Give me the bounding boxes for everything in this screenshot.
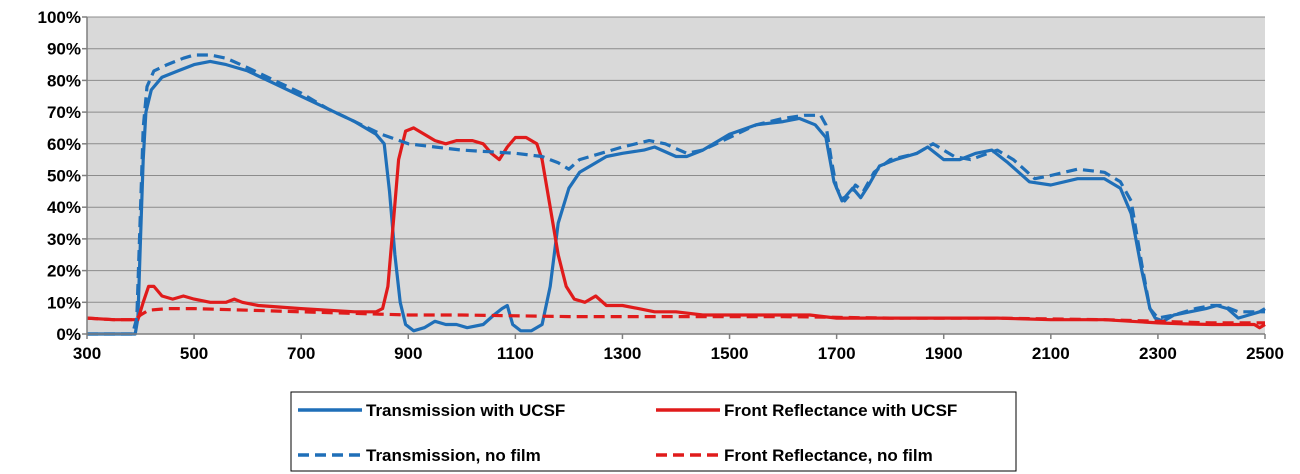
y-tick-label: 100% [38,8,81,27]
y-tick-label: 30% [47,230,81,249]
x-tick-label: 700 [287,344,315,363]
legend-label-3: Front Reflectance, no film [724,446,933,465]
axes [82,16,1266,339]
series-line-0 [87,59,1266,336]
y-axis-tick-labels: 0% 10% 20% 30% 40% 50% 60% 70% 80% 90% 100% [38,8,81,344]
y-tick-label: 70% [47,103,81,122]
series-lines [86,53,1266,336]
x-tick-label: 1500 [711,344,749,363]
x-tick-label: 1700 [818,344,856,363]
y-tick-label: 50% [47,167,81,186]
x-tick-label: 2300 [1139,344,1177,363]
x-tick-label: 2100 [1032,344,1070,363]
y-tick-label: 10% [47,293,81,312]
y-tick-label: 0% [56,325,81,344]
x-tick-label: 1900 [925,344,963,363]
y-tick-label: 40% [47,198,81,217]
x-axis-tick-labels: 300 500 700 900 1100 1300 1500 1700 1900 2100 2300… [73,344,1284,363]
legend: Transmission with UCSF Front Reflectance … [290,391,1017,472]
x-tick-label: 1100 [497,344,534,363]
x-tick-label: 300 [73,344,101,363]
x-tick-label: 500 [180,344,208,363]
x-tick-label: 2500 [1246,344,1284,363]
legend-box [290,391,1017,472]
legend-label-1: Front Reflectance with UCSF [724,401,957,420]
series-line-2 [87,53,1265,336]
y-tick-label: 90% [47,40,81,59]
x-tick-label: 900 [394,344,422,363]
y-tick-label: 20% [47,262,81,281]
series-line-3 [86,307,1265,325]
legend-label-2: Transmission, no film [366,446,541,465]
legend-label-0: Transmission with UCSF [366,401,565,420]
x-tick-label: 1300 [604,344,642,363]
y-tick-label: 80% [47,71,81,90]
y-tick-label: 60% [47,135,81,154]
gridlines [87,16,1265,303]
